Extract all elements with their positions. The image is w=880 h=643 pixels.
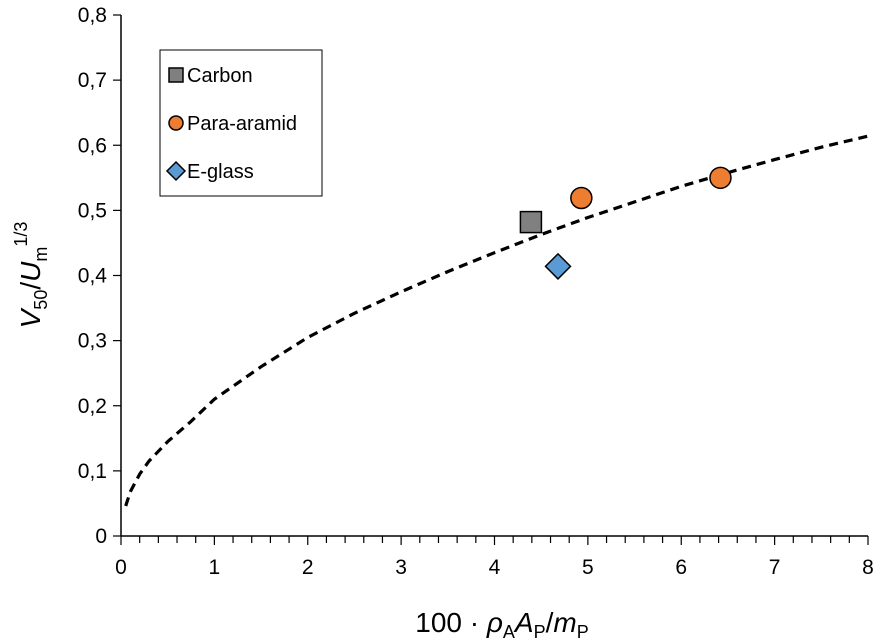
y-axis-title-u-sup: 1/3	[11, 222, 31, 247]
y-tick-label: 0,2	[78, 395, 107, 418]
legend: Carbon Para-aramid E-glass	[159, 49, 323, 197]
x-axis-title-mass: m	[553, 607, 576, 638]
y-tick-label: 0,3	[78, 330, 107, 353]
y-axis-title-u-sub: m	[31, 247, 51, 262]
legend-label-para-aramid: Para-aramid	[187, 113, 297, 135]
y-axis-title-slash: /	[15, 282, 46, 290]
x-tick-label: 1	[209, 556, 221, 579]
x-axis-title: 100 · ρAAP/mP	[415, 607, 589, 642]
y-tick-label: 0,4	[78, 265, 108, 288]
x-tick-label: 4	[489, 556, 501, 579]
legend-box	[159, 49, 323, 197]
x-tick-label: 6	[675, 556, 687, 579]
x-tick-label: 3	[395, 556, 407, 579]
x-axis-title-rho: ρ	[486, 607, 503, 638]
y-tick-label: 0	[95, 525, 107, 548]
x-axis-title-mass-sub: P	[577, 622, 589, 642]
plot-area: 0 1 2 3 4 5 6 7 8 0 0,1 0,2 0,3 0,4 0,5 0,6 0,7 0,8	[78, 4, 874, 579]
x-axis-title-prefix: 100 ·	[415, 607, 487, 638]
y-tick-label: 0,7	[78, 69, 107, 92]
y-tick-label: 0,8	[78, 4, 107, 27]
x-axis-title-area: A	[513, 607, 534, 638]
x-axis-title-area-sub: P	[534, 622, 546, 642]
y-tick-label: 0,5	[78, 199, 107, 222]
x-tick-label: 8	[862, 556, 874, 579]
legend-label-e-glass: E-glass	[187, 161, 254, 183]
para-aramid-point	[570, 186, 593, 210]
y-tick-label: 0,6	[78, 134, 107, 157]
carbon-point	[519, 210, 543, 234]
legend-marker-para-aramid	[168, 115, 184, 131]
legend-label-carbon: Carbon	[187, 65, 253, 87]
x-axis-title-rho-sub: A	[503, 622, 515, 642]
e-glass-point	[544, 252, 572, 280]
x-tick-label: 7	[769, 556, 781, 579]
x-tick-label: 0	[115, 556, 127, 579]
y-axis-title-v-sub: 50	[31, 290, 51, 310]
y-axis-title-u: U	[15, 261, 46, 282]
x-tick-label: 2	[302, 556, 314, 579]
legend-marker-carbon	[168, 67, 184, 83]
legend-marker-e-glass	[165, 160, 187, 182]
y-axis-title-v: V	[15, 307, 46, 328]
x-tick-label: 5	[582, 556, 594, 579]
para-aramid-point	[709, 166, 732, 190]
data-points-layer	[519, 166, 732, 280]
x-axis-title-slash: /	[546, 607, 554, 638]
y-tick-label: 0,1	[78, 460, 107, 483]
y-axis-title: V50/Um1/3	[11, 222, 51, 329]
